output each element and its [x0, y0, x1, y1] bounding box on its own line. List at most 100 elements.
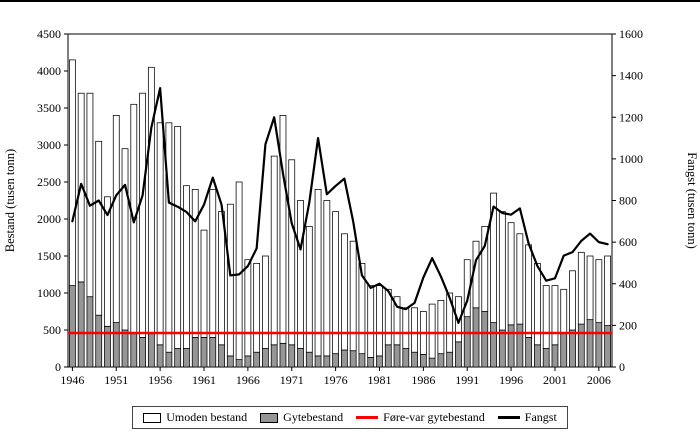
umoden-bestand-bar [253, 263, 261, 353]
x-axis-tick-label: 1956 [148, 373, 172, 387]
umoden-bestand-bar [156, 122, 164, 346]
gytebestand-bar [279, 342, 287, 368]
legend-label-gytebestand: Gytebestand [283, 410, 344, 424]
umoden-bestand-bar [455, 296, 462, 343]
gytebestand-bar [244, 355, 252, 368]
umoden-bestand-bar [341, 233, 348, 351]
umoden-bestand-bar [305, 226, 313, 353]
figure-top-border [0, 0, 700, 2]
gytebestand-bar [332, 353, 339, 368]
right-axis-tick-label: 600 [619, 235, 637, 249]
umoden-bestand-bar [323, 200, 331, 357]
gytebestand-bar [270, 344, 278, 368]
gytebestand-bar [341, 349, 348, 368]
stock-catch-chart: 0 500 1000 1500 2000 2500 3000 3500 4000 4500 0 200… [3, 27, 699, 387]
gytebestand-bar [411, 351, 418, 368]
gytebestand-bar [455, 341, 462, 368]
right-axis-tick-label: 1400 [619, 69, 643, 83]
gytebestand-bar [437, 353, 445, 368]
umoden-bestand-bar [121, 148, 129, 331]
umoden-bestand-bar [174, 126, 182, 349]
umoden-bestand-bar [577, 251, 585, 325]
legend-item-fangst: Fangst [497, 410, 557, 425]
umoden-bestand-bar [314, 189, 322, 357]
gytebestand-bar [577, 323, 585, 368]
left-axis-tick-label: 1000 [37, 286, 61, 300]
fangst-line [71, 87, 609, 324]
gytebestand-bar [183, 348, 190, 368]
gytebestand-bar [569, 329, 576, 368]
x-axis-tick-label: 2001 [543, 373, 567, 387]
gytebestand-bar [174, 348, 182, 368]
left-axis-tick-label: 3000 [37, 138, 61, 152]
gytebestand-bar [112, 322, 120, 368]
left-axis-tick-label: 1500 [37, 249, 61, 263]
umoden-bestand-bar [95, 140, 103, 316]
fore-var-line-swatch [356, 416, 379, 419]
gytebestand-bar [542, 348, 550, 368]
umoden-bestand-bar [147, 66, 155, 335]
legend-item-umoden-bestand: Umoden bestand [143, 410, 247, 425]
umoden-bestand-swatch [143, 412, 162, 423]
umoden-bestand-bar [498, 211, 506, 331]
umoden-bestand-bar [384, 288, 392, 346]
right-axis-tick-label: 1600 [619, 27, 643, 41]
umoden-bestand-bar [262, 255, 269, 349]
gytebestand-bar [95, 314, 103, 368]
x-axis-tick-label: 2006 [587, 373, 611, 387]
gytebestand-bar [367, 357, 375, 368]
gytebestand-bar [349, 350, 357, 368]
umoden-bestand-bar [358, 263, 366, 355]
gytebestand-bar [393, 344, 401, 368]
left-axis-tick-label: 2000 [37, 212, 61, 226]
gytebestand-bar [200, 337, 208, 368]
gytebestand-bar [139, 337, 146, 368]
umoden-bestand-bar [437, 300, 445, 355]
gytebestand-bar [209, 337, 217, 368]
umoden-bestand-bar [139, 92, 146, 338]
umoden-bestand-bar [411, 307, 418, 353]
gytebestand-bar [376, 355, 383, 368]
umoden-bestand-bar [560, 288, 568, 335]
left-axis-tick-label: 3500 [37, 101, 61, 115]
gytebestand-bar [226, 355, 234, 368]
umoden-bestand-bar [69, 59, 76, 286]
umoden-bestand-bar [586, 255, 594, 321]
umoden-bestand-bar [376, 285, 383, 357]
umoden-bestand-bar [446, 292, 454, 353]
gytebestand-bar [191, 337, 199, 368]
umoden-bestand-bar [104, 196, 111, 327]
legend: Umoden bestand Gytebestand Føre-var gyte… [0, 406, 700, 429]
gytebestand-bar [595, 322, 603, 368]
gytebestand-bar [235, 359, 243, 368]
gytebestand-bar [262, 348, 269, 368]
x-axis-tick-label: 1961 [192, 373, 216, 387]
gytebestand-bar [525, 337, 533, 368]
gytebestand-bar [147, 333, 155, 368]
gytebestand-bar [446, 351, 454, 368]
left-axis-tick-label: 500 [43, 323, 61, 337]
gytebestand-bar [384, 344, 392, 368]
gytebestand-swatch [260, 412, 279, 423]
umoden-bestand-bar [288, 159, 296, 346]
umoden-bestand-bar [490, 192, 497, 323]
umoden-bestand-bar [551, 285, 559, 346]
umoden-bestand-bar [349, 240, 357, 352]
x-axis-tick-label: 1981 [367, 373, 391, 387]
left-axis-tick-label: 0 [55, 360, 61, 374]
right-axis-tick-label: 1200 [619, 110, 643, 124]
gytebestand-bar [534, 344, 541, 368]
legend-box: Umoden bestand Gytebestand Føre-var gyte… [132, 406, 568, 429]
umoden-bestand-bar [542, 285, 550, 349]
left-axis-title: Bestand (tusen tonn) [3, 149, 17, 252]
gytebestand-bar [253, 351, 261, 368]
gytebestand-bar [165, 351, 173, 368]
gytebestand-bar [305, 351, 313, 368]
gytebestand-bar [130, 333, 138, 368]
gytebestand-bar [498, 329, 506, 368]
umoden-bestand-bar [86, 92, 94, 298]
gytebestand-bar [586, 319, 594, 368]
gytebestand-bar [121, 329, 129, 368]
x-axis-tick-label: 1996 [499, 373, 523, 387]
right-axis-tick-label: 400 [619, 277, 637, 291]
